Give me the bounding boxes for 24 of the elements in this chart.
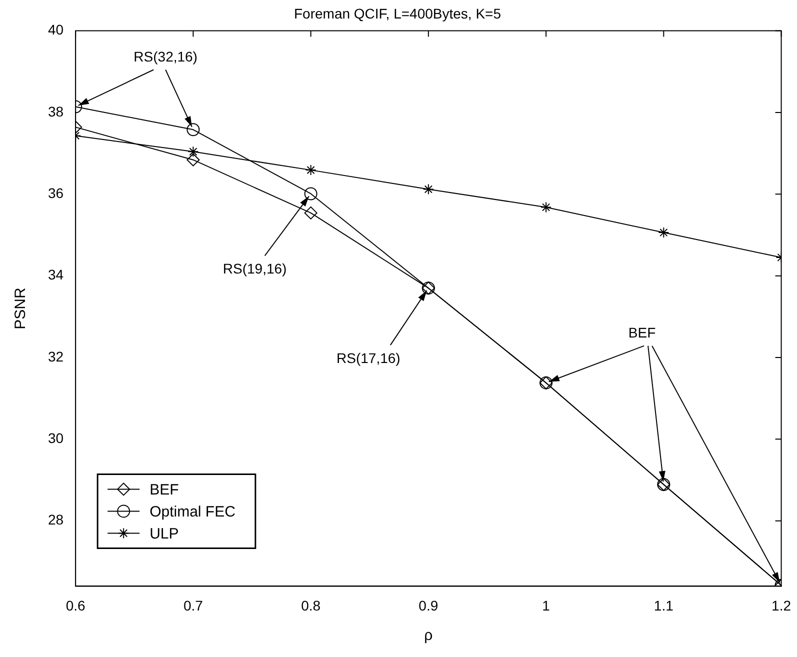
annotation: RS(32,16) [134, 48, 198, 65]
y-tick-label: 28 [48, 512, 64, 528]
annotation: RS(19,16) [222, 260, 287, 277]
legend-label: BEF [150, 481, 179, 498]
y-tick-label: 32 [48, 348, 64, 364]
legend-label: ULP [150, 525, 179, 542]
x-tick-label: 0.6 [66, 597, 86, 614]
x-tick-label: 0.9 [418, 597, 438, 614]
chart-title: Foreman QCIF, L=400Bytes, K=5 [294, 5, 502, 22]
annotation: BEF [628, 324, 656, 341]
y-axis-title: PSNR [12, 288, 30, 330]
x-tick-label: 0.7 [183, 597, 204, 614]
annotation: RS(17,16) [336, 350, 400, 366]
x-axis-title: ρ [424, 627, 433, 644]
y-tick-label: 34 [48, 266, 64, 283]
y-tick-label: 38 [48, 103, 64, 120]
x-tick-label: 1.2 [772, 597, 792, 614]
x-tick-label: 0.8 [301, 597, 321, 614]
x-tick-label: 1.1 [654, 597, 674, 614]
y-tick-label: 40 [48, 22, 64, 38]
legend-label: Optimal FEC [150, 503, 236, 520]
y-tick-label: 36 [48, 185, 64, 202]
x-tick-label: 1 [542, 597, 550, 614]
y-tick-label: 30 [48, 430, 64, 446]
